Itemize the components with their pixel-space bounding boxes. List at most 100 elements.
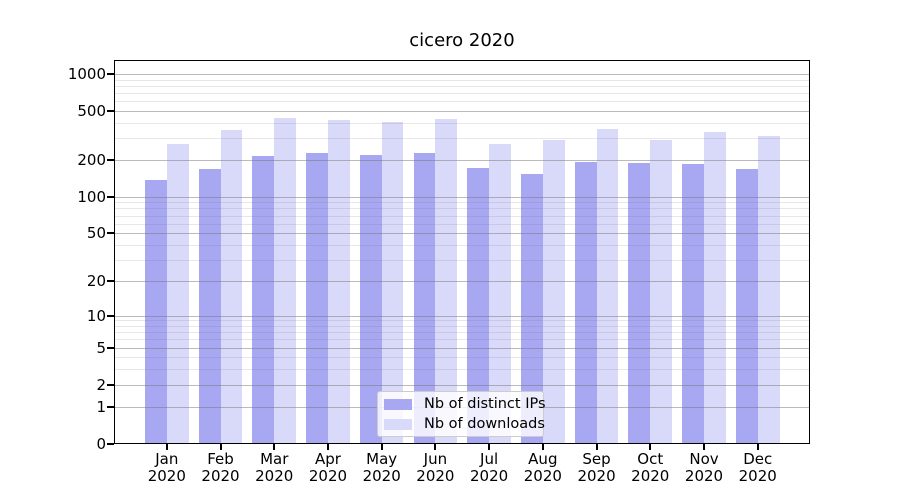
- y-minor-gridline: [115, 101, 809, 103]
- x-tick-label: Jul 2020: [447, 451, 531, 485]
- x-tick-mark: [165, 444, 168, 450]
- x-tick-mark: [488, 444, 491, 450]
- y-tick-label: 2: [96, 376, 106, 394]
- y-minor-gridline: [115, 244, 809, 246]
- x-tick-mark: [219, 444, 222, 450]
- chart-title: cicero 2020: [409, 30, 515, 51]
- y-gridline: [115, 111, 809, 112]
- y-tick-mark: [107, 110, 114, 112]
- bar-distinct-ips-aug: [521, 173, 543, 443]
- x-tick-month: Apr: [314, 450, 341, 468]
- y-tick-label: 100: [77, 187, 106, 206]
- x-tick-label: Dec 2020: [716, 451, 800, 485]
- x-tick-month: Dec: [743, 450, 773, 468]
- x-tick-year: 2020: [308, 467, 348, 485]
- x-tick-year: 2020: [416, 467, 455, 485]
- x-tick-month: Feb: [207, 450, 234, 468]
- x-tick-mark: [541, 444, 544, 450]
- y-minor-gridline: [115, 325, 809, 327]
- legend-label-downloads: Nb of downloads: [424, 415, 545, 432]
- y-minor-gridline: [115, 332, 809, 334]
- x-tick-mark: [595, 444, 598, 450]
- y-gridline: [115, 74, 809, 75]
- legend: Nb of distinct IPs Nb of downloads: [377, 391, 546, 437]
- x-tick-mark: [380, 444, 383, 450]
- y-tick-label: 1: [96, 398, 106, 416]
- x-tick-month: Nov: [689, 450, 719, 468]
- bar-downloads-dec: [757, 135, 780, 443]
- y-tick-mark: [107, 347, 114, 349]
- x-tick-month: Sep: [582, 450, 611, 468]
- bar-distinct-ips-jul: [467, 168, 490, 443]
- x-tick-label: Apr 2020: [286, 451, 370, 485]
- x-tick-mark: [703, 444, 705, 450]
- legend-item-distinct-ips: Nb of distinct IPs: [384, 396, 546, 412]
- y-minor-gridline: [115, 202, 809, 204]
- y-tick-label: 200: [77, 151, 106, 169]
- y-tick-label: 5: [96, 339, 106, 357]
- x-tick-month: Jan: [155, 450, 179, 468]
- x-tick-mark: [649, 444, 652, 450]
- bar-distinct-ips-sep: [574, 162, 597, 443]
- x-tick-label: Mar 2020: [232, 451, 316, 485]
- x-tick-mark: [273, 444, 276, 450]
- x-tick-label: Jan 2020: [125, 451, 209, 485]
- legend-label-distinct-ips: Nb of distinct IPs: [424, 395, 546, 412]
- x-tick-year: 2020: [147, 467, 186, 485]
- bar-distinct-ips-jun: [413, 152, 436, 443]
- y-tick-mark: [107, 159, 114, 161]
- x-tick-mark: [756, 444, 759, 450]
- x-tick-year: 2020: [523, 467, 562, 485]
- y-gridline: [115, 233, 809, 235]
- y-gridline: [115, 348, 809, 349]
- x-tick-year: 2020: [738, 467, 777, 485]
- x-tick-year: 2020: [362, 467, 401, 485]
- x-tick-month: Mar: [260, 450, 289, 468]
- y-gridline: [115, 315, 809, 317]
- y-tick-label: 500: [77, 102, 106, 120]
- y-minor-gridline: [115, 93, 809, 95]
- y-minor-gridline: [115, 85, 809, 87]
- y-tick-mark: [107, 232, 114, 235]
- bar-downloads-oct: [650, 139, 673, 443]
- bar-distinct-ips-feb: [198, 168, 221, 443]
- bar-distinct-ips-may: [359, 154, 382, 443]
- bar-downloads-sep: [596, 128, 619, 443]
- y-tick-label: 1000: [67, 65, 106, 83]
- y-minor-gridline: [115, 223, 809, 225]
- x-tick-year: 2020: [201, 467, 240, 485]
- x-tick-label: Oct 2020: [608, 451, 692, 485]
- bar-distinct-ips-jan: [145, 180, 167, 443]
- x-tick-year: 2020: [631, 467, 670, 485]
- bar-distinct-ips-oct: [628, 162, 651, 443]
- y-tick-label: 50: [86, 224, 106, 243]
- x-tick-month: Jun: [423, 450, 448, 468]
- x-tick-label: Aug 2020: [501, 451, 585, 485]
- bar-downloads-jan: [166, 144, 189, 443]
- y-tick-mark: [107, 314, 114, 317]
- y-minor-gridline: [115, 138, 809, 140]
- x-tick-mark: [434, 444, 437, 450]
- x-tick-label: Feb 2020: [179, 451, 263, 485]
- y-tick-mark: [107, 195, 114, 198]
- y-minor-gridline: [115, 122, 809, 124]
- y-minor-gridline: [115, 357, 809, 358]
- y-tick-mark: [107, 280, 114, 282]
- bar-downloads-jul: [489, 143, 511, 443]
- bar-downloads-nov: [704, 131, 726, 443]
- y-tick-mark: [107, 406, 114, 408]
- x-tick-month: Aug: [528, 450, 558, 468]
- legend-swatch-downloads: [384, 418, 412, 430]
- y-minor-gridline: [115, 259, 809, 261]
- x-tick-label: Sep 2020: [555, 451, 639, 485]
- y-minor-gridline: [115, 208, 809, 210]
- y-gridline: [115, 160, 809, 161]
- x-tick-year: 2020: [684, 467, 724, 485]
- y-gridline: [115, 196, 809, 198]
- y-minor-gridline: [115, 79, 809, 81]
- legend-item-downloads: Nb of downloads: [384, 416, 545, 432]
- bar-downloads-feb: [220, 130, 243, 443]
- y-tick-label: 0: [96, 435, 106, 453]
- bar-downloads-mar: [274, 117, 297, 443]
